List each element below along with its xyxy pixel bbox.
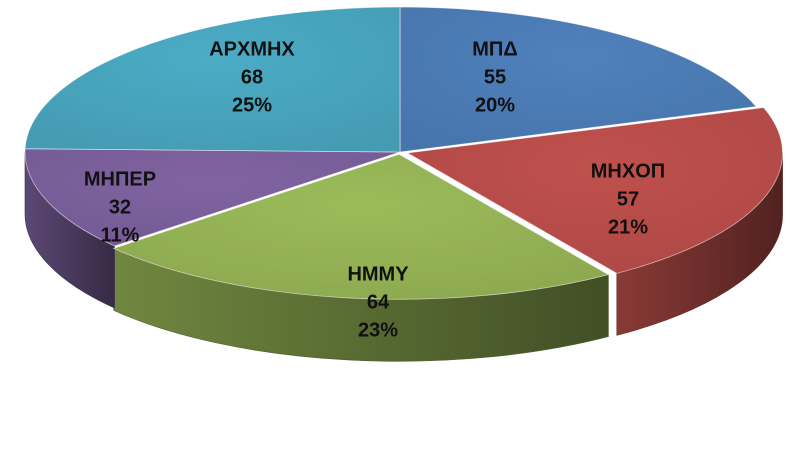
slice-label-value-2: 57: [617, 188, 639, 210]
slice-label-name-3: ΗΜΜΥ: [347, 263, 409, 285]
slice-label-percent-4: 11%: [101, 224, 140, 246]
slice-label-name-2: ΜΗΧΟΠ: [591, 160, 665, 182]
slice-label-value-1: 55: [484, 66, 506, 88]
pie-slice-2: [406, 107, 783, 274]
slice-label-percent-3: 23%: [358, 319, 398, 341]
slice-label-value-4: 32: [109, 196, 131, 218]
pie-slice-1: [399, 6, 757, 153]
slice-label-name-1: ΜΠΔ: [472, 38, 517, 60]
slice-label-name-5: ΑΡΧΜΗΧ: [209, 38, 295, 60]
slice-label-value-3: 64: [367, 291, 390, 313]
pie-slice-3: [112, 153, 610, 300]
slice-label-percent-5: 25%: [232, 94, 272, 116]
slice-label-value-5: 68: [241, 66, 263, 88]
slice-label-name-4: ΜΗΠΕΡ: [84, 168, 156, 190]
pie-labels: ΜΠΔ 55 20% ΜΗΧΟΠ 57 21% ΗΜΜΥ 64 23% ΜΗΠΕΡ 32 11% ΑΡΧ…: [84, 38, 665, 341]
pie-slice-5: [24, 6, 401, 153]
pie-slice-4: [24, 148, 401, 247]
slice-label-percent-1: 20%: [475, 94, 515, 116]
slice-label-percent-2: 21%: [608, 216, 648, 238]
pie-slices: [24, 6, 783, 300]
